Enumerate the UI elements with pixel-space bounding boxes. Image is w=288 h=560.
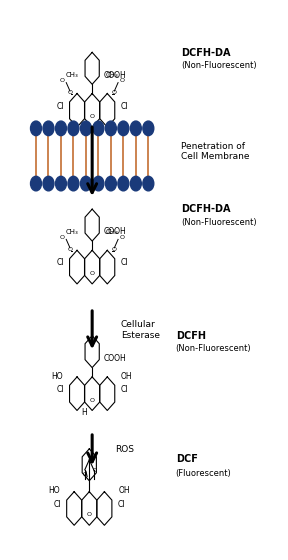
Text: Cl: Cl [117, 500, 125, 509]
Text: O: O [90, 398, 95, 403]
Ellipse shape [118, 176, 129, 191]
Ellipse shape [31, 176, 41, 191]
Ellipse shape [80, 121, 91, 136]
Text: O: O [119, 78, 124, 83]
Ellipse shape [80, 176, 91, 191]
Text: O: O [112, 90, 117, 95]
Text: O: O [92, 468, 97, 473]
Text: (Non-Fluorescent): (Non-Fluorescent) [176, 344, 251, 353]
Text: CH₃: CH₃ [106, 229, 118, 235]
Text: COOH: COOH [104, 354, 126, 363]
Text: O: O [68, 90, 73, 95]
Text: O: O [68, 247, 73, 252]
Ellipse shape [56, 121, 67, 136]
Ellipse shape [105, 176, 116, 191]
Text: Cl: Cl [120, 101, 128, 111]
Ellipse shape [130, 121, 141, 136]
Ellipse shape [68, 176, 79, 191]
Text: O: O [119, 235, 124, 240]
Text: COOH: COOH [104, 71, 126, 80]
Ellipse shape [43, 176, 54, 191]
Text: Cl: Cl [120, 385, 128, 394]
Ellipse shape [43, 121, 54, 136]
Text: O: O [112, 247, 117, 252]
Text: Cl: Cl [54, 500, 61, 509]
Text: O: O [90, 271, 95, 276]
Text: O: O [87, 512, 92, 517]
Ellipse shape [93, 121, 104, 136]
Text: HO: HO [52, 371, 63, 381]
Text: O: O [82, 472, 87, 477]
Text: (Non-Fluorescent): (Non-Fluorescent) [181, 61, 257, 70]
Text: Cl: Cl [56, 385, 64, 394]
Text: ROS: ROS [115, 446, 134, 455]
Ellipse shape [31, 121, 41, 136]
Ellipse shape [105, 121, 116, 136]
Text: HO: HO [49, 486, 60, 496]
Ellipse shape [130, 176, 141, 191]
Text: CH₃: CH₃ [66, 229, 79, 235]
Ellipse shape [143, 176, 154, 191]
Text: O: O [60, 235, 65, 240]
Text: O: O [60, 78, 65, 83]
Text: Penetration of
Cell Membrane: Penetration of Cell Membrane [181, 142, 250, 161]
Text: O: O [90, 114, 95, 119]
Ellipse shape [118, 121, 129, 136]
Text: COOH: COOH [104, 227, 126, 236]
Text: Cl: Cl [56, 101, 64, 111]
Text: OH: OH [118, 486, 130, 496]
Text: DCF: DCF [176, 454, 198, 464]
Text: CH₃: CH₃ [106, 72, 118, 78]
Text: (Fluorescent): (Fluorescent) [176, 469, 232, 478]
Text: CH₃: CH₃ [66, 72, 79, 78]
Text: (Non-Fluorescent): (Non-Fluorescent) [181, 218, 257, 227]
Ellipse shape [56, 176, 67, 191]
Text: Cellular
Esterase: Cellular Esterase [121, 320, 160, 340]
Text: H: H [82, 408, 87, 417]
Text: DCFH-DA: DCFH-DA [181, 204, 231, 214]
Ellipse shape [68, 121, 79, 136]
Text: Cl: Cl [56, 258, 64, 268]
Text: Cl: Cl [120, 258, 128, 268]
Text: DCFH: DCFH [176, 331, 206, 341]
Ellipse shape [93, 176, 104, 191]
Text: OH: OH [121, 371, 133, 381]
Ellipse shape [143, 121, 154, 136]
Text: DCFH-DA: DCFH-DA [181, 48, 231, 58]
